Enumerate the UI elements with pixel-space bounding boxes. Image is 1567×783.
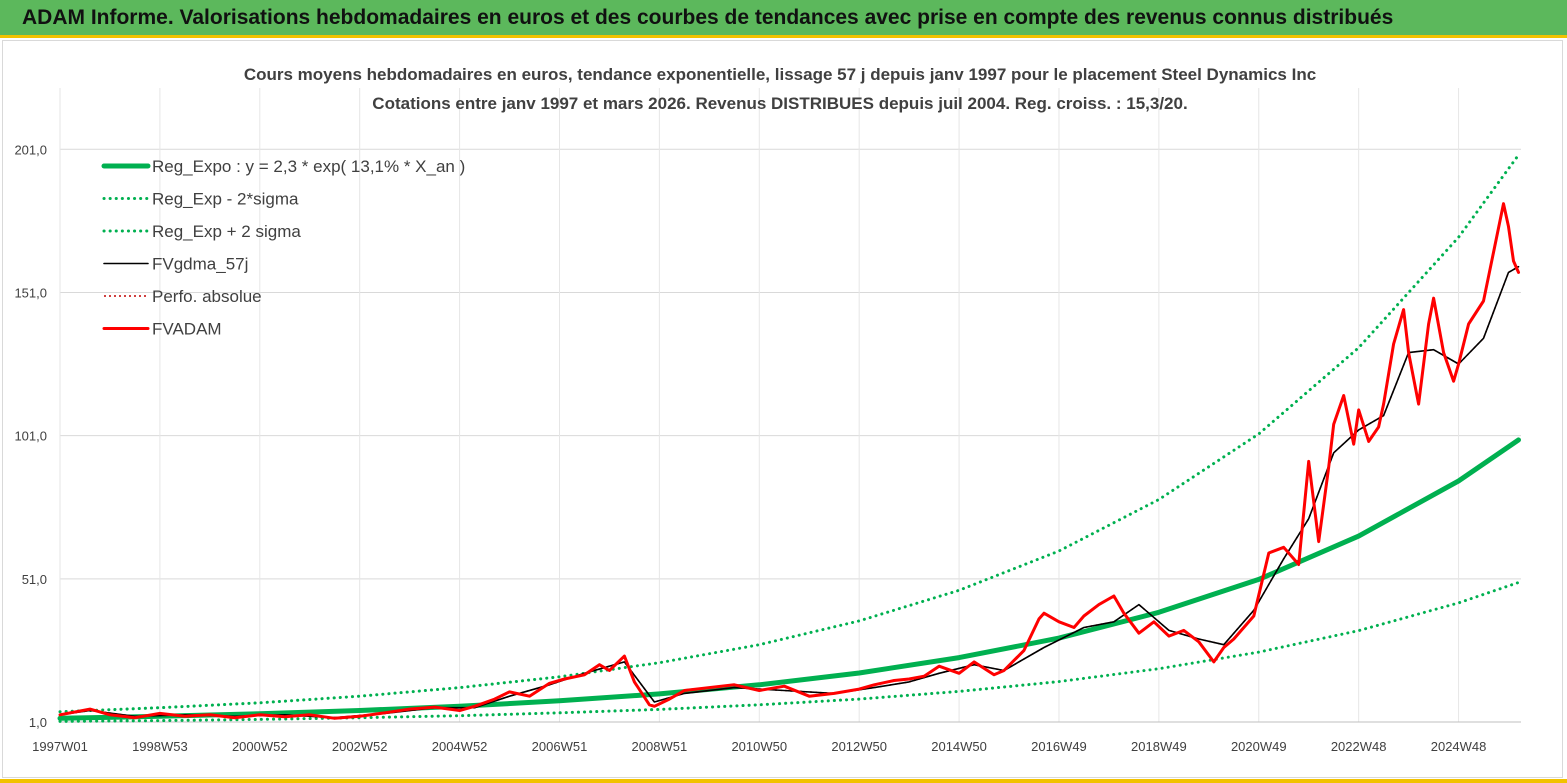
y-axis-ticks: 1,0 51,0 101,0 151,0 201,0: [14, 142, 47, 730]
x-axis-ticks: 1997W01 1998W53 2000W52 2002W52 2004W52 2006W…: [32, 739, 1486, 754]
series-line-2: [58, 153, 1520, 714]
x-tick-label: 1998W53: [132, 739, 188, 754]
series-line-5: [58, 202, 1520, 720]
x-tick-label: 2024W48: [1431, 739, 1487, 754]
y-tick-label: 1,0: [29, 715, 47, 730]
chart-subtitle: Cotations entre janv 1997 et mars 2026. …: [372, 94, 1187, 113]
legend-label: FVADAM: [152, 320, 222, 339]
x-tick-label: 2014W50: [931, 739, 987, 754]
banner-title: ADAM Informe. Valorisations hebdomadaire…: [22, 6, 1394, 29]
x-tick-label: 2012W50: [831, 739, 887, 754]
legend: Reg_Expo : y = 2,3 * exp( 13,1% * X_an )…: [101, 157, 465, 339]
series-lines: [57, 153, 1521, 723]
x-tick-label: 2010W50: [731, 739, 787, 754]
title-banner: ADAM Informe. Valorisations hebdomadaire…: [0, 0, 1567, 38]
x-tick-label: 2000W52: [232, 739, 288, 754]
legend-label: Reg_Exp + 2 sigma: [152, 222, 301, 241]
chart-frame: [2, 40, 1563, 778]
chart-title: Cours moyens hebdomadaires en euros, ten…: [244, 65, 1316, 84]
x-tick-label: 1997W01: [32, 739, 88, 754]
x-tick-label: 2022W48: [1331, 739, 1387, 754]
x-tick-label: 2004W52: [432, 739, 488, 754]
legend-label: Perfo. absolue: [152, 287, 262, 306]
legend-label: Reg_Exp - 2*sigma: [152, 190, 299, 209]
legend-label: Reg_Expo : y = 2,3 * exp( 13,1% * X_an ): [152, 157, 465, 176]
x-tick-label: 2008W51: [632, 739, 688, 754]
y-tick-label: 51,0: [22, 572, 47, 587]
x-tick-label: 2006W51: [532, 739, 588, 754]
x-tick-label: 2018W49: [1131, 739, 1187, 754]
x-tick-label: 2020W49: [1231, 739, 1287, 754]
y-tick-label: 201,0: [14, 142, 47, 157]
x-tick-label: 2002W52: [332, 739, 388, 754]
series-line-4: [59, 266, 1519, 719]
bottom-strip: [0, 779, 1567, 783]
series-line-0: [57, 437, 1521, 721]
y-tick-label: 151,0: [14, 285, 47, 300]
series-line-3: [59, 265, 1520, 719]
x-tick-label: 2016W49: [1031, 739, 1087, 754]
y-tick-label: 101,0: [14, 429, 47, 444]
series-line-1: [58, 581, 1520, 723]
legend-label: FVgdma_57j: [152, 255, 248, 274]
gridlines: [59, 88, 1521, 723]
